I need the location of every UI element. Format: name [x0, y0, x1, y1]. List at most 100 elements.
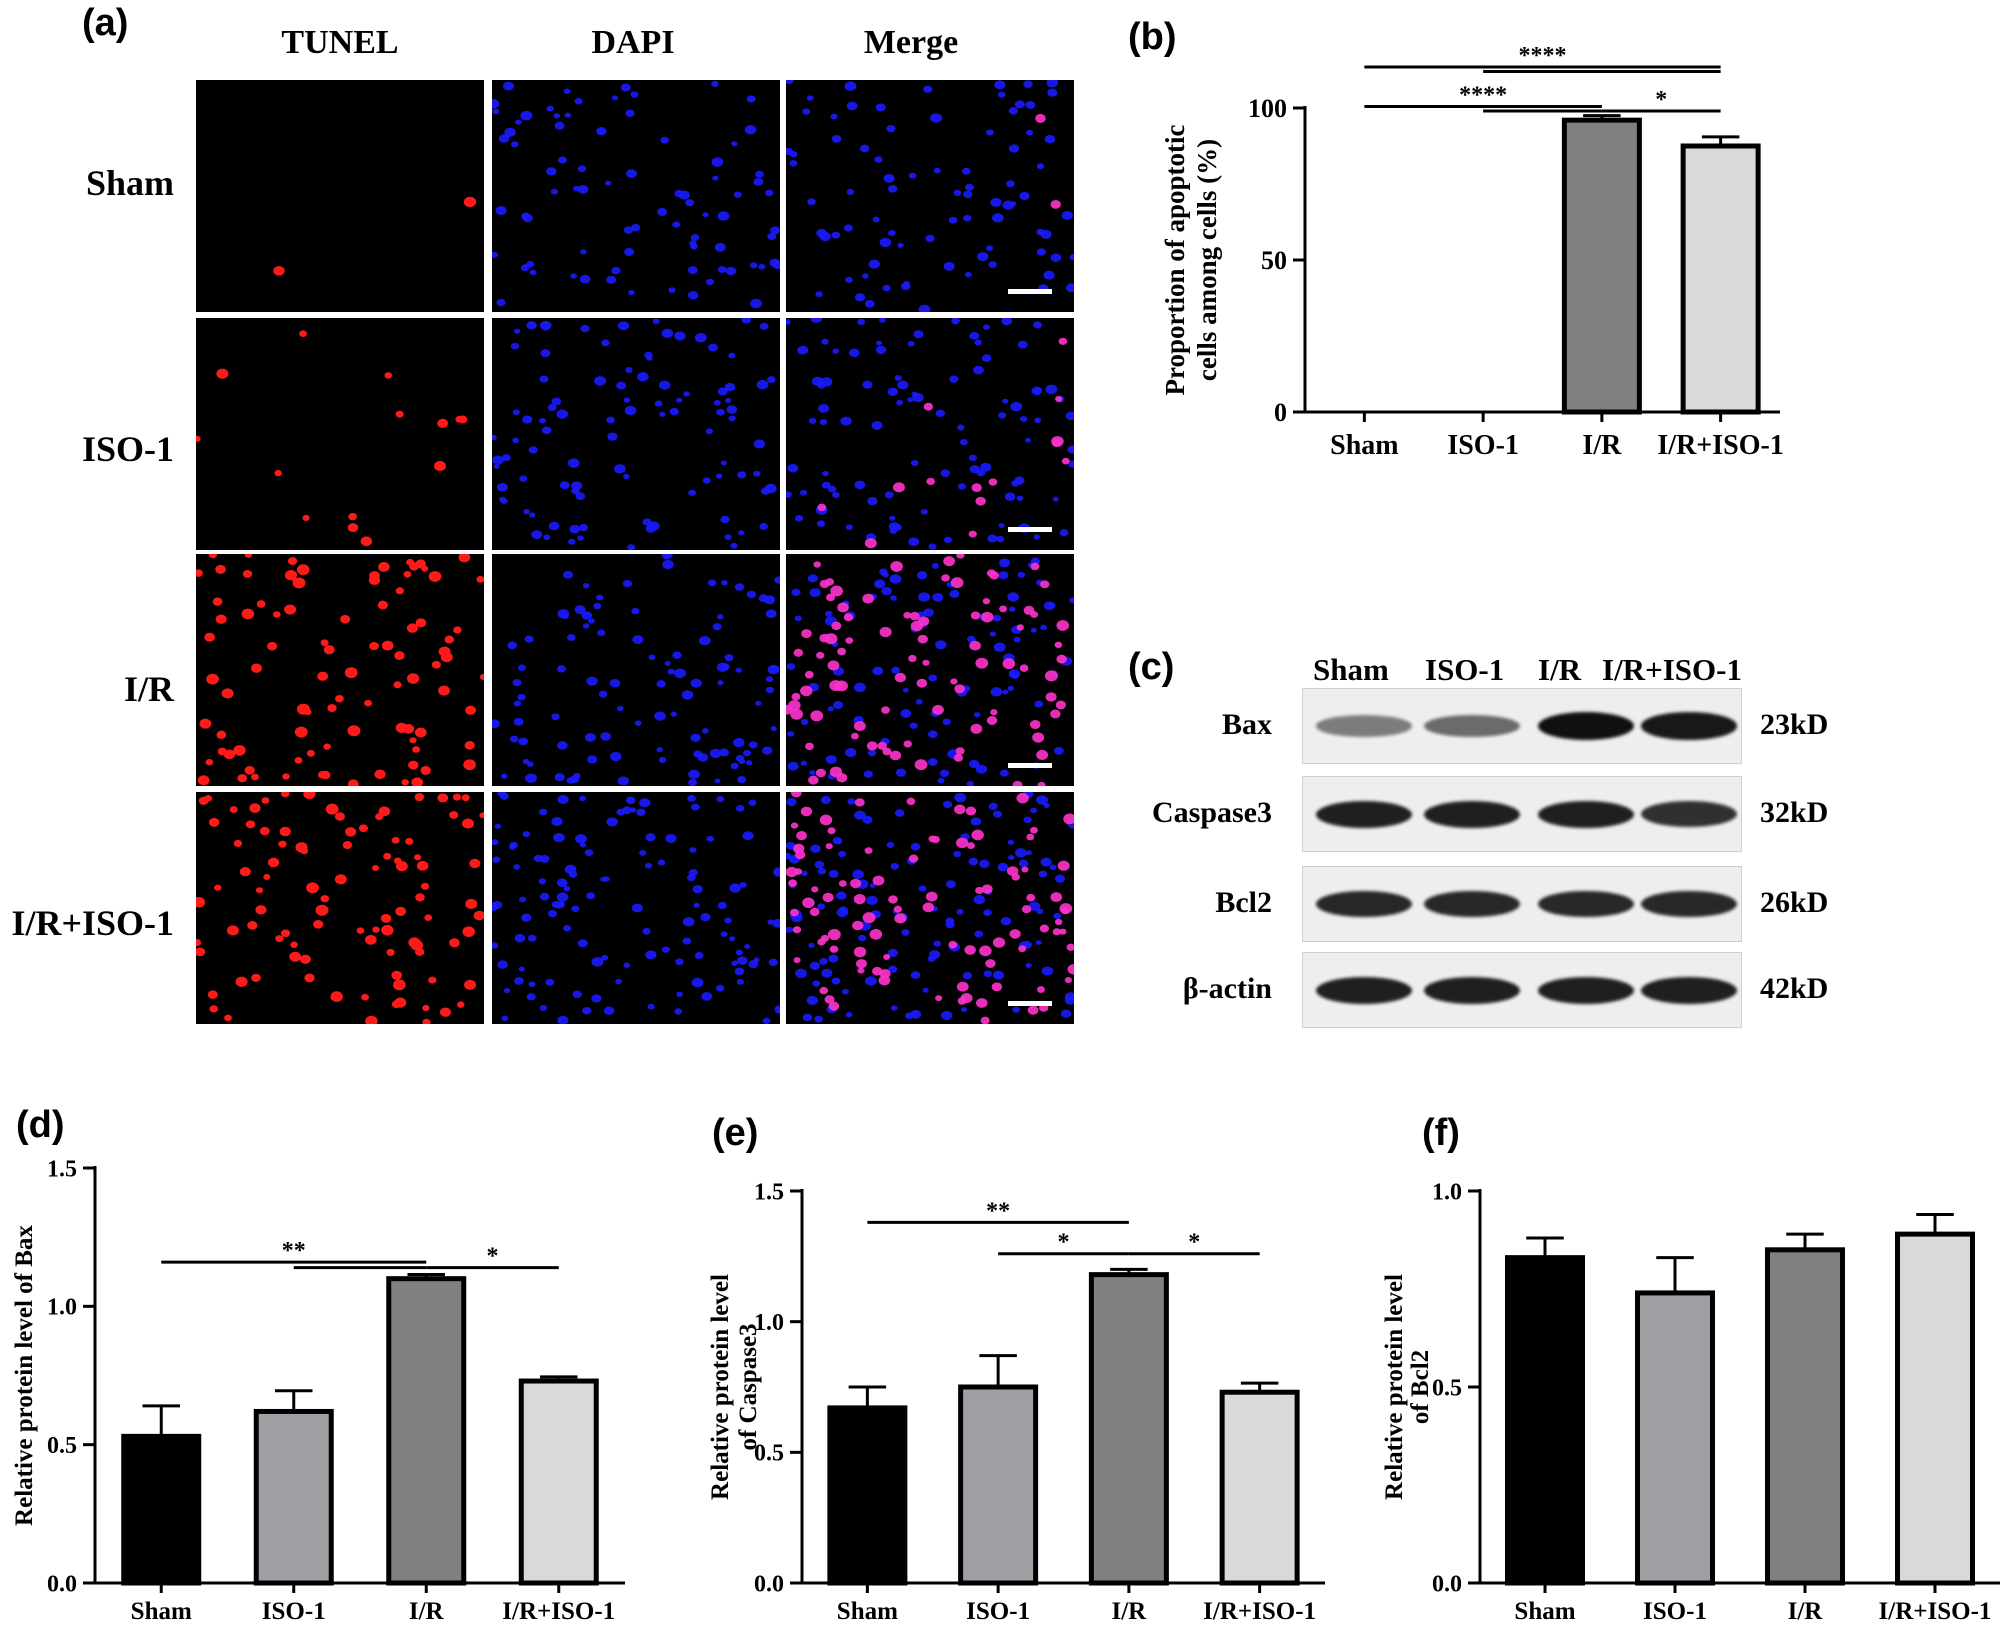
lane-header-ir-iso1: I/R+ISO-1	[1602, 652, 1742, 687]
y-tick-label: 1.5	[754, 1179, 784, 1205]
blot-band	[1316, 976, 1412, 1004]
panel-label-c: (c)	[1128, 646, 1175, 688]
blot-band	[1641, 976, 1737, 1004]
scale-bar	[1008, 289, 1052, 294]
blot-band	[1641, 801, 1737, 827]
blot-strip	[1302, 776, 1742, 852]
blot-kd-label: 42kD	[1760, 972, 1829, 1005]
micrograph-merge-row3	[786, 554, 1074, 786]
blot-protein-label: Caspase3	[1151, 796, 1272, 829]
x-tick-label: ISO-1	[966, 1598, 1030, 1625]
x-tick-label: I/R+ISO-1	[1879, 1598, 1992, 1625]
bar	[1505, 1255, 1585, 1586]
column-header-tunel: TUNEL	[281, 24, 399, 61]
bar	[1765, 1247, 1845, 1586]
blot-strip	[1302, 952, 1742, 1028]
bar	[121, 1433, 202, 1586]
blot-band	[1538, 976, 1634, 1004]
panel-label-a: (a)	[82, 2, 129, 44]
y-axis-label: Relative protein level	[1381, 1274, 1408, 1500]
bar	[1088, 1272, 1169, 1586]
bar	[1895, 1231, 1975, 1586]
micrograph-tunel-row2	[196, 318, 484, 550]
blot-band	[1316, 715, 1412, 737]
blot-protein-label: Bax	[1221, 708, 1272, 741]
bar	[518, 1378, 599, 1586]
bar	[1635, 1290, 1715, 1586]
y-tick-label: 1.0	[754, 1310, 784, 1336]
blot-band	[1641, 712, 1737, 740]
lane-header-sham: Sham	[1313, 652, 1389, 687]
blot-strip	[1302, 866, 1742, 942]
y-axis-label: of Caspase3	[735, 1323, 762, 1450]
y-tick-label: 0.5	[47, 1433, 77, 1459]
x-tick-label: Sham	[1330, 430, 1398, 461]
scale-bar	[1008, 1001, 1052, 1006]
scale-bar	[1008, 527, 1052, 532]
column-header-merge: Merge	[863, 24, 959, 61]
row-label-ir-iso1: I/R+ISO-1	[11, 903, 174, 943]
x-tick-label: I/R+ISO-1	[1203, 1598, 1316, 1625]
blot-protein-label: Bcl2	[1215, 886, 1272, 919]
chart-f: 0.0 0.5 1.0 Sham ISO-1 I/R I/R+ISO-1 Relative p…	[1381, 1179, 2000, 1625]
blot-kd-label: 32kD	[1760, 796, 1829, 829]
blot-band	[1316, 890, 1412, 918]
x-tick-label: Sham	[1514, 1598, 1575, 1625]
blot-band	[1424, 714, 1520, 738]
x-tick-label: Sham	[131, 1598, 192, 1625]
y-axis-label: of Bcl2	[1407, 1350, 1434, 1424]
significance-label: **	[986, 1198, 1010, 1224]
significance-label: ****	[1519, 43, 1567, 69]
significance-label: *	[1655, 87, 1667, 113]
y-axis-label: Proportion of apoptotic	[1160, 124, 1190, 395]
blot-kd-label: 23kD	[1760, 708, 1829, 741]
x-tick-label: I/R	[1788, 1598, 1824, 1625]
micrograph-dapi-row3	[492, 554, 780, 786]
significance-label: **	[282, 1238, 306, 1264]
y-axis-label: cells among cells (%)	[1192, 139, 1222, 381]
y-tick-label: 100	[1248, 94, 1287, 123]
blot-band	[1424, 976, 1520, 1004]
x-tick-label: ISO-1	[1447, 430, 1519, 461]
row-label-iso1: ISO-1	[81, 429, 174, 469]
micrograph-tunel-row3	[196, 554, 484, 786]
blot-strip	[1302, 688, 1742, 764]
blot-band	[1424, 800, 1520, 828]
y-tick-label: 0.0	[47, 1571, 77, 1597]
panel-label-b: (b)	[1128, 16, 1177, 58]
micrograph-dapi-row1	[492, 80, 780, 312]
lane-header-ir: I/R	[1538, 652, 1582, 687]
y-tick-label: 50	[1261, 246, 1287, 275]
x-tick-label: I/R	[409, 1598, 445, 1625]
x-tick-label: I/R	[1582, 430, 1622, 461]
bar	[1219, 1389, 1300, 1586]
bar	[827, 1405, 908, 1586]
blot-band	[1538, 712, 1634, 740]
bar	[1561, 117, 1642, 415]
panel-label-d: (d)	[16, 1104, 65, 1146]
micrograph-merge-row4	[786, 792, 1074, 1024]
scale-bar	[1008, 763, 1052, 768]
micrograph-tunel-row4	[196, 792, 484, 1024]
x-tick-label: ISO-1	[1643, 1598, 1707, 1625]
significance-label: ****	[1459, 82, 1507, 108]
bar	[386, 1276, 467, 1586]
y-tick-label: 0.5	[1432, 1375, 1462, 1401]
bar	[958, 1384, 1039, 1586]
western-blot: Sham ISO-1 I/R I/R+ISO-1 Bax 23kD Caspase3…	[1140, 640, 2006, 1040]
y-tick-label: 1.0	[47, 1295, 77, 1321]
bar	[253, 1408, 334, 1586]
micrograph-dapi-row4	[492, 792, 780, 1024]
blot-kd-label: 26kD	[1760, 886, 1829, 919]
x-tick-label: ISO-1	[262, 1598, 326, 1625]
x-tick-label: I/R+ISO-1	[502, 1598, 615, 1625]
y-tick-label: 0	[1274, 398, 1287, 427]
panel-label-e: (e)	[712, 1112, 759, 1154]
micrograph-merge-row2	[786, 318, 1074, 550]
micrograph-tunel-row1	[196, 80, 484, 312]
blot-band	[1424, 890, 1520, 918]
blot-band	[1641, 890, 1737, 918]
